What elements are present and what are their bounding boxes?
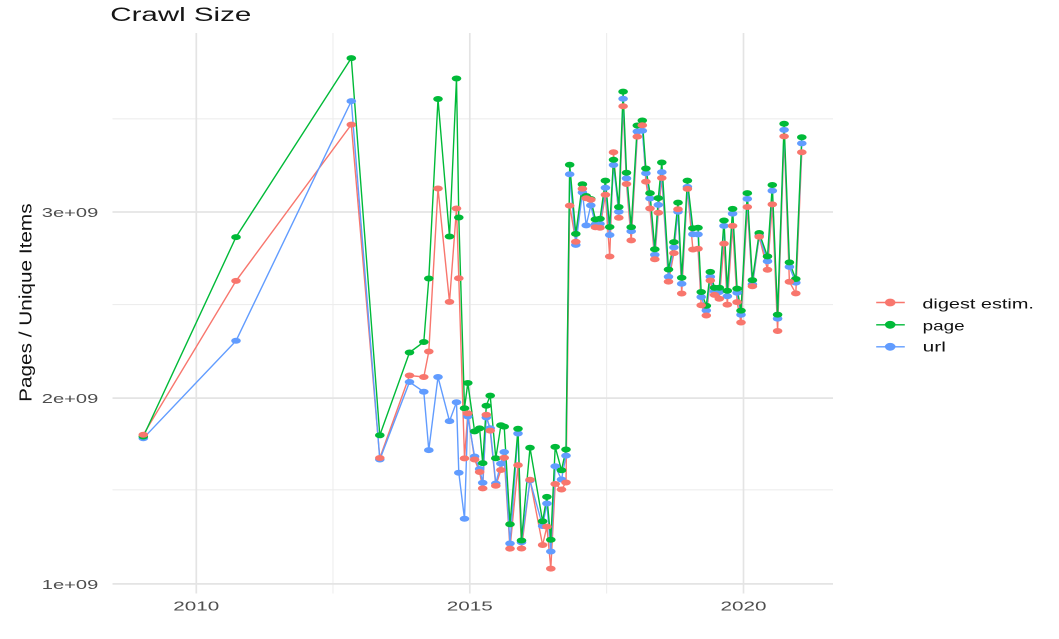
svg-text:3e+09: 3e+09 [42,205,99,220]
svg-text:1e+09: 1e+09 [42,577,99,592]
svg-text:2e+09: 2e+09 [42,391,99,406]
svg-text:Pages / Unique Items: Pages / Unique Items [16,203,36,402]
svg-text:2015: 2015 [447,599,493,614]
svg-text:Crawl Size: Crawl Size [110,5,251,26]
svg-text:page: page [923,318,965,334]
svg-text:url: url [923,339,946,355]
svg-text:2020: 2020 [721,599,767,614]
svg-text:2010: 2010 [173,599,219,614]
svg-text:digest estim.: digest estim. [922,295,1034,311]
